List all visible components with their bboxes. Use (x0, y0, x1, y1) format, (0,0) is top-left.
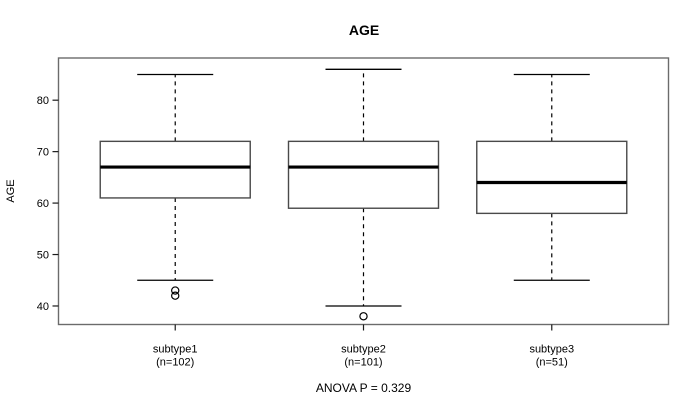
iqr-box-subtype2 (287, 140, 440, 209)
y-tick-label: 50 (37, 250, 49, 262)
group-sublabel: (n=102) (156, 357, 194, 369)
y-tick-label: 40 (37, 301, 49, 313)
y-tick-label: 80 (37, 95, 49, 107)
y-tick-label: 60 (37, 198, 49, 210)
outlier-point (359, 312, 368, 321)
boxes-layer (99, 68, 628, 321)
y-tick-label: 70 (37, 147, 49, 159)
anova-annotation: ANOVA P = 0.329 (316, 381, 412, 395)
group-label: subtype2 (341, 344, 386, 356)
chart-title: AGE (349, 22, 379, 38)
outlier-point (171, 286, 180, 295)
iqr-box-subtype1 (99, 140, 251, 199)
group-sublabel: (n=101) (344, 357, 382, 369)
group-label: subtype3 (529, 344, 574, 356)
axes-layer: 40 50 60 70 80 subtype1(n=102) subtype2(n=101)… (37, 95, 574, 368)
outlier-point (171, 291, 180, 300)
iqr-box-subtype3 (476, 140, 628, 215)
group-sublabel: (n=51) (536, 357, 568, 369)
y-axis-label: AGE (5, 179, 17, 202)
group-label: subtype1 (153, 344, 198, 356)
